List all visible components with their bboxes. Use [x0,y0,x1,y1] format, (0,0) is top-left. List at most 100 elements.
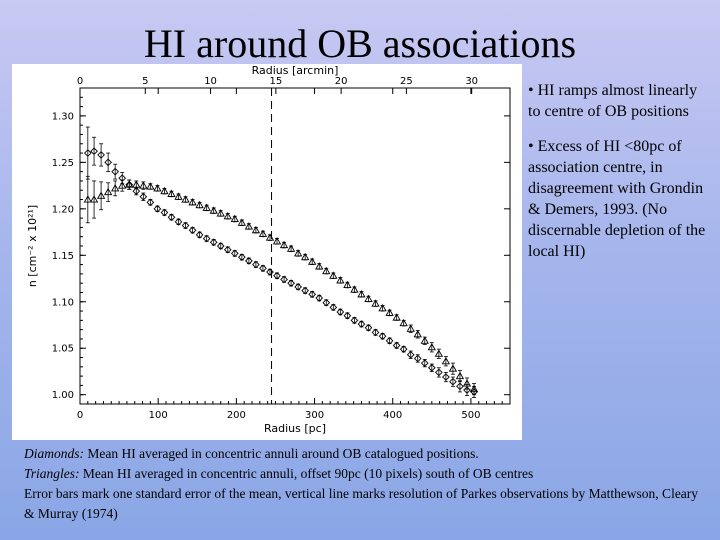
triangle-point [111,184,120,192]
triangle-point [195,200,204,209]
triangle-point [392,313,401,321]
triangle-point [308,257,317,265]
diamond-point [174,217,183,226]
x-axis-label: Radius [pc] [264,422,326,435]
x-tick-label: 400 [383,410,402,421]
triangle-point [103,187,113,196]
triangle-point [441,356,451,365]
triangle-point [279,240,289,249]
triangle-point [420,336,429,344]
triangle-point [315,262,324,270]
triangle-point [188,198,197,206]
caption-errorbars: Error bars mark one standard error of th… [24,486,699,521]
y-tick-label: 1.05 [52,344,74,355]
diamond-point [378,332,387,340]
top-tick-label: 5 [142,76,148,87]
diamond-point [470,388,478,396]
top-tick-label: 15 [269,76,282,87]
diamond-point [83,149,92,157]
top-axis-label: Radius [arcmin] [252,64,339,77]
caption-diamonds-text: Mean HI averaged in concentric annuli ar… [84,446,479,461]
diamond-point [223,245,232,254]
triangle-point [96,191,106,199]
diamond-point [449,377,457,386]
bullet-list: • HI ramps almost linearly to centre of … [528,80,713,276]
diamond-point [322,298,331,307]
triangle-point [251,225,261,234]
x-tick-label: 0 [77,410,83,421]
triangle-point [469,384,479,393]
diamond-point [195,231,204,239]
triangle-point [132,180,141,188]
diamond-point [216,242,225,250]
x-tick-label: 200 [227,410,246,421]
triangle-point [244,222,254,230]
caption-triangles-label: Triangles: [24,466,80,481]
diamond-point [329,303,338,312]
triangle-point [160,186,169,195]
triangle-point [89,195,99,203]
diamond-point [343,311,352,320]
chart-panel: 0 100 200 300 400 500 0 5 10 15 20 25 30 1.00 1.05 1.10… [12,64,522,440]
diamond-point [294,283,302,291]
diamond-point [273,271,281,280]
hi-radius-chart: 0 100 200 300 400 500 0 5 10 15 20 25 30 1.00 1.05 1.10… [26,64,511,435]
triangle-point [230,214,239,223]
triangle-point [265,233,275,241]
triangle-point [364,294,373,302]
caption-diamonds-label: Diamonds: [24,446,84,461]
diamond-point [167,213,176,222]
figure-caption: Diamonds: Mean HI averaged in concentric… [24,444,704,524]
diamond-point [336,308,345,316]
diamond-point [301,286,310,295]
triangle-point [237,218,247,226]
diamond-point [202,234,211,243]
triangle-point [174,192,183,200]
triangle-point [83,195,92,203]
caption-triangles: Triangles: Mean HI averaged in concentri… [24,464,704,484]
triangle-point [322,266,331,275]
diamond-point [385,336,394,345]
triangle-point [167,189,176,197]
top-tick-label: 20 [335,76,348,87]
diamond-point [371,328,380,337]
triangle-point [462,379,472,387]
diamond-point [308,290,317,299]
triangle-point [329,271,338,279]
diamond-point [153,204,162,213]
diamond-point [357,320,366,328]
diamond-point [364,323,373,332]
diamond-point [160,208,169,217]
caption-diamonds: Diamonds: Mean HI averaged in concentric… [24,444,704,464]
bullet-ramp: • HI ramps almost linearly to centre of … [528,82,698,120]
x-tick-label: 100 [149,410,168,421]
triangle-point [448,364,458,372]
top-tick-label: 25 [400,76,413,87]
diamond-point [420,359,429,367]
diamond-point [427,363,436,372]
triangle-point [181,195,190,203]
triangle-point [209,206,218,214]
triangle-point [350,285,359,293]
diamond-point [392,341,401,350]
triangle-point [139,181,148,189]
y-tick-label: 1.20 [52,204,74,215]
triangle-point [125,180,134,188]
top-tick-label: 30 [465,76,478,87]
triangle-point [258,229,268,237]
diamond-point [188,226,197,235]
triangle-point [371,299,380,307]
diamond-point [399,345,408,354]
diamond-point [442,373,450,381]
triangle-point [153,184,162,192]
diamond-point [245,257,253,265]
triangle-point [385,308,394,316]
diamond-point [181,221,190,230]
top-tick-label: 0 [77,76,83,87]
x-tick-label: 500 [461,410,480,421]
diamond-point [237,253,246,261]
triangle-point [455,371,465,380]
diamond-point [139,192,148,201]
caption-triangles-text: Mean HI averaged in concentric annuli, o… [79,466,534,481]
diamond-point [350,316,359,325]
